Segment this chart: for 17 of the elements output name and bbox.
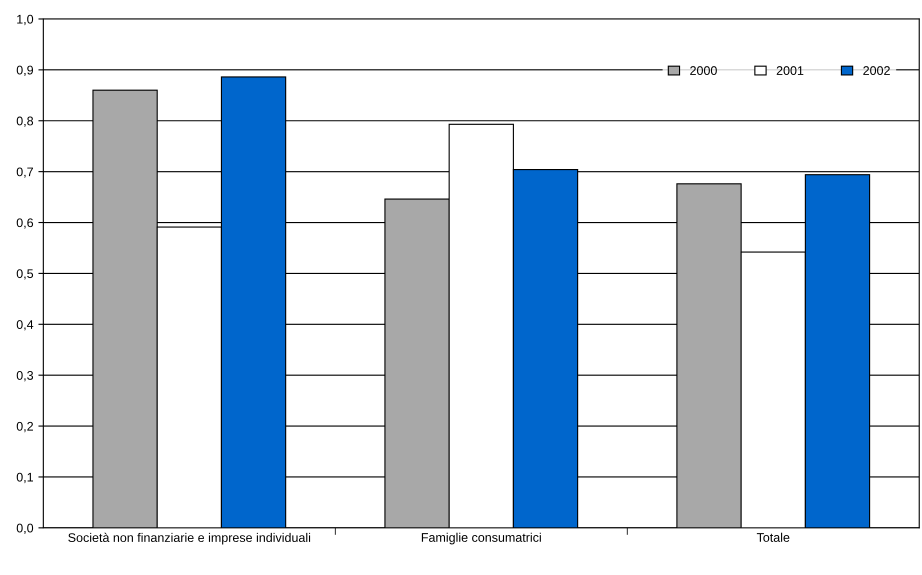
x-tick-label: Società non finanziarie e imprese individuali [68,532,310,545]
y-tick-label: 1,0 [17,14,34,26]
y-tick-label: 0,9 [16,66,34,76]
y-tick-label: 0,2 [16,422,33,432]
y-tick-label: 0,8 [16,116,34,127]
y-tick-label: 0,0 [16,524,34,534]
x-tick-label: Famiglie consumatrici [422,532,541,544]
y-tick-label: 0,3 [16,370,34,382]
x-tick-label: Totale [756,532,790,542]
legend-label: 2002 [863,66,890,76]
y-tick-label: 0,7 [16,167,33,178]
legend-label: 2001 [776,66,804,76]
legend-label: 2000 [690,66,717,76]
y-tick-label: 0,4 [16,320,34,330]
y-tick-label: 0,5 [16,269,34,280]
y-tick-label: 0,6 [16,218,34,229]
y-tick-label: 0,1 [16,472,34,484]
